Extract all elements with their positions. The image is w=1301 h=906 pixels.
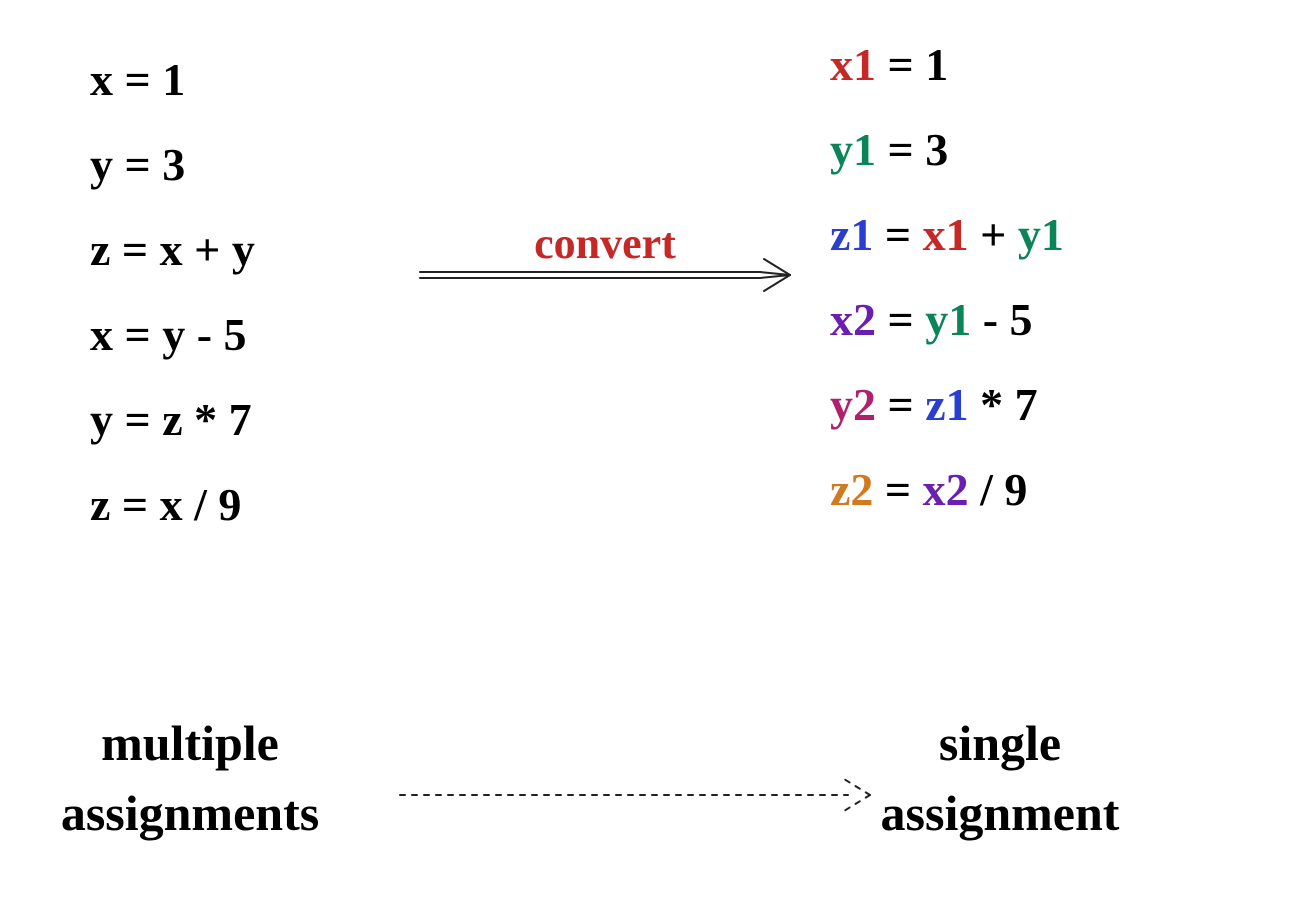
right-line-2-seg-4: y1 bbox=[1018, 209, 1064, 260]
bottom-arrow bbox=[400, 779, 870, 811]
right-line-2-seg-1: = bbox=[873, 209, 922, 260]
left-line-0: x = 1 bbox=[90, 54, 185, 105]
right-line-0-seg-1: = 1 bbox=[876, 39, 948, 90]
left-line-3: x = y - 5 bbox=[90, 309, 247, 360]
left-line-0-seg-0: x = 1 bbox=[90, 54, 185, 105]
right-line-1-seg-0: y1 bbox=[830, 124, 876, 175]
right-line-3-seg-3: - 5 bbox=[971, 294, 1032, 345]
right-line-0-seg-0: x1 bbox=[830, 39, 876, 90]
label-right: single assignment bbox=[881, 715, 1120, 841]
label-left-line-0: multiple bbox=[101, 715, 279, 771]
right-line-2-seg-3: + bbox=[969, 209, 1018, 260]
left-line-5: z = x / 9 bbox=[90, 479, 241, 530]
right-line-3: x2 = y1 - 5 bbox=[830, 294, 1033, 345]
right-line-5: z2 = x2 / 9 bbox=[830, 464, 1027, 515]
label-right-line-1: assignment bbox=[881, 785, 1120, 841]
right-line-5-seg-3: / 9 bbox=[969, 464, 1028, 515]
right-line-1: y1 = 3 bbox=[830, 124, 948, 175]
right-line-4-seg-3: * 7 bbox=[969, 379, 1038, 430]
right-line-5-seg-0: z2 bbox=[830, 464, 873, 515]
left-line-5-seg-0: z = x / 9 bbox=[90, 479, 241, 530]
left-line-4: y = z * 7 bbox=[90, 394, 252, 445]
left-line-1: y = 3 bbox=[90, 139, 185, 190]
right-line-5-seg-1: = bbox=[873, 464, 922, 515]
right-line-4-seg-0: y2 bbox=[830, 379, 876, 430]
label-left-line-1: assignments bbox=[61, 785, 319, 841]
convert-label: convert bbox=[534, 219, 676, 268]
right-line-2-seg-0: z1 bbox=[830, 209, 873, 260]
label-right-line-0: single bbox=[939, 715, 1061, 771]
left-line-2-seg-0: z = x + y bbox=[90, 224, 255, 275]
left-line-2: z = x + y bbox=[90, 224, 255, 275]
left-line-3-seg-0: x = y - 5 bbox=[90, 309, 247, 360]
left-line-4-seg-0: y = z * 7 bbox=[90, 394, 252, 445]
right-line-4-seg-1: = bbox=[876, 379, 925, 430]
right-line-3-seg-1: = bbox=[876, 294, 925, 345]
right-line-1-seg-1: = 3 bbox=[876, 124, 948, 175]
right-line-2-seg-2: x1 bbox=[923, 209, 969, 260]
right-line-0: x1 = 1 bbox=[830, 39, 948, 90]
right-line-2: z1 = x1 + y1 bbox=[830, 209, 1064, 260]
left-line-1-seg-0: y = 3 bbox=[90, 139, 185, 190]
right-line-4: y2 = z1 * 7 bbox=[830, 379, 1038, 430]
right-line-3-seg-0: x2 bbox=[830, 294, 876, 345]
right-line-5-seg-2: x2 bbox=[923, 464, 969, 515]
label-left: multiple assignments bbox=[61, 715, 319, 841]
right-line-3-seg-2: y1 bbox=[925, 294, 971, 345]
right-line-4-seg-2: z1 bbox=[925, 379, 968, 430]
